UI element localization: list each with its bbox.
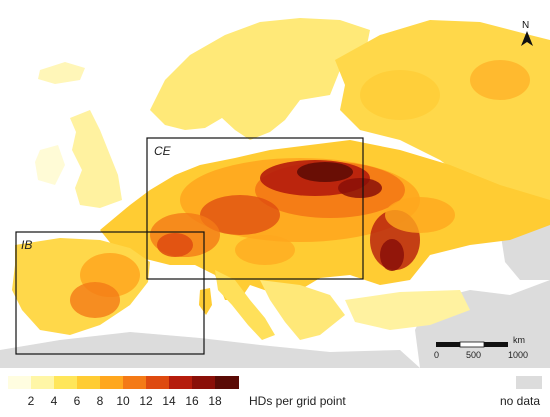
no-data-label: no data: [500, 394, 541, 408]
north-arrow: N: [521, 20, 533, 46]
legend-tick-8: 8: [96, 394, 104, 408]
region-label-ce: CE: [154, 144, 172, 158]
legend: 2 4 6 8 10 12 14 16 18 HDs per grid point no dat…: [0, 370, 550, 417]
heat-overlay: [70, 60, 530, 318]
legend-swatch-3: [77, 376, 101, 389]
legend-swatch-2: [54, 376, 78, 389]
legend-swatch-5: [123, 376, 147, 389]
scale-tick-1000: 1000: [508, 350, 528, 360]
legend-swatch-6: [146, 376, 170, 389]
scale-bar: 0 500 1000 km: [434, 335, 528, 360]
legend-swatch-4: [100, 376, 124, 389]
legend-tick-16: 16: [185, 394, 199, 408]
no-data-swatch: [516, 376, 542, 389]
legend-swatch-1: [31, 376, 55, 389]
legend-swatch-9: [215, 376, 239, 389]
legend-tick-12: 12: [139, 394, 153, 408]
scale-tick-500: 500: [466, 350, 481, 360]
region-label-ib: IB: [21, 238, 32, 252]
region-box-ce: [146, 137, 364, 280]
legend-swatch-0: [8, 376, 32, 389]
scale-tick-0: 0: [434, 350, 439, 360]
legend-tick-18: 18: [208, 394, 222, 408]
legend-swatch-7: [169, 376, 193, 389]
north-arrow-icon: [521, 31, 533, 46]
region-box-ib: [15, 231, 205, 355]
legend-tick-6: 6: [73, 394, 81, 408]
legend-unit-label: HDs per grid point: [249, 394, 346, 408]
legend-tick-14: 14: [162, 394, 176, 408]
legend-tick-10: 10: [116, 394, 130, 408]
heat-days-map: CE IB N 0 500 1000 km: [0, 18, 550, 368]
legend-tick-4: 4: [50, 394, 58, 408]
north-label: N: [522, 20, 529, 31]
legend-swatch-8: [192, 376, 216, 389]
scale-unit: km: [513, 335, 525, 345]
legend-tick-2: 2: [27, 394, 35, 408]
